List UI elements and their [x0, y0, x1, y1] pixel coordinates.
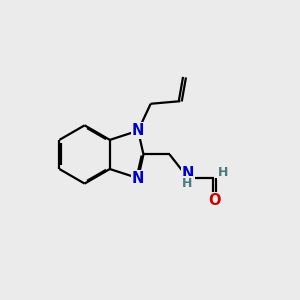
- Text: N: N: [132, 171, 144, 186]
- Text: H: H: [218, 166, 228, 179]
- Text: O: O: [208, 193, 220, 208]
- Text: N: N: [132, 123, 144, 138]
- Text: N: N: [182, 166, 194, 181]
- Text: H: H: [182, 177, 192, 190]
